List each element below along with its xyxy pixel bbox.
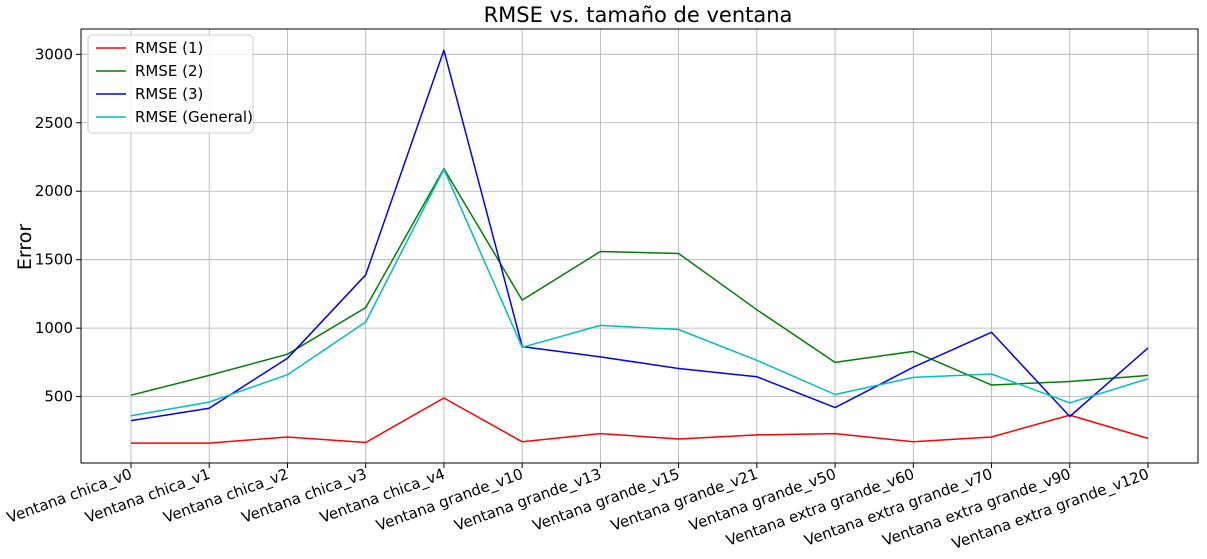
chart-title: RMSE vs. tamaño de ventana [484,3,793,27]
y-tick-label: 500 [44,388,73,406]
y-tick-label: 1500 [35,251,73,269]
legend-entry: RMSE (General) [135,108,253,126]
legend-entry: RMSE (1) [135,39,203,57]
legend-entry: RMSE (3) [135,85,203,103]
y-tick-label: 1000 [35,319,73,337]
series-lines [130,49,1149,444]
series-line-1 [131,397,1149,444]
plot-frame [80,28,1199,464]
grid [81,29,1198,463]
legend-box [87,34,254,134]
y-axis-label: Error [14,224,36,271]
series-line-4 [130,168,1149,417]
x-tick-label: Ventana chica_v0 [4,465,134,528]
y-axis-ticks: 500 1000 1500 2000 2500 3000 [35,45,81,406]
series-line-3 [130,49,1149,422]
y-tick-label: 2000 [35,182,73,200]
y-tick-label: 2500 [35,114,73,132]
y-tick-label: 3000 [35,45,73,63]
legend: RMSE (1) RMSE (2) RMSE (3) RMSE (General) [87,34,254,134]
series-line-2 [130,167,1149,396]
legend-entry: RMSE (2) [135,62,203,80]
